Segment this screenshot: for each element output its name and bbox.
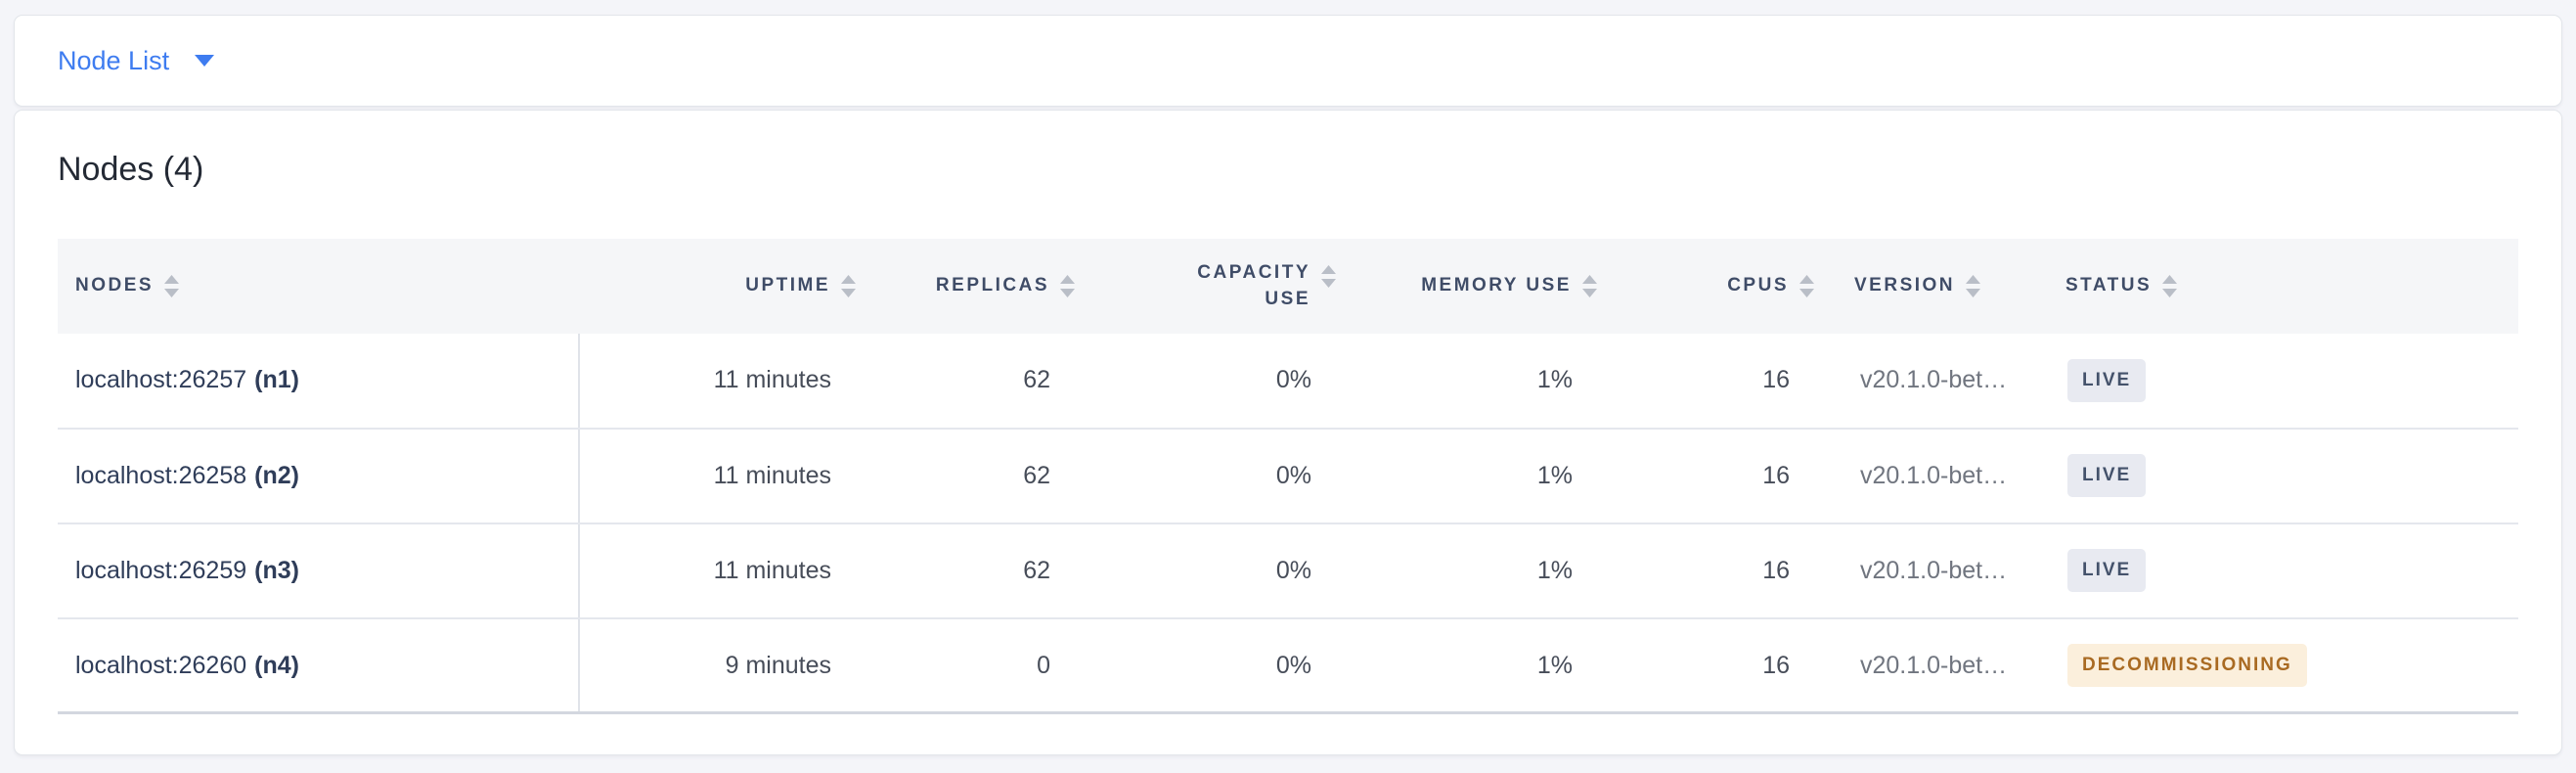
status-badge: DECOMMISSIONING: [2067, 644, 2307, 688]
column-header-version[interactable]: VERSION: [1834, 238, 2056, 334]
node-id: (n2): [254, 461, 299, 489]
status-cell: LIVE: [2056, 428, 2518, 524]
uptime-cell: 9 minutes: [579, 617, 875, 715]
status-cell: DECOMMISSIONING: [2056, 617, 2518, 715]
cpus-cell: 16: [1617, 523, 1834, 619]
replicas-cell: 0: [875, 617, 1094, 715]
table-row: localhost:26257 (n1) 11 minutes 62 0% 1% 16 v20…: [58, 333, 2518, 430]
view-selector-dropdown[interactable]: Node List: [58, 45, 215, 76]
cpus-cell: 16: [1617, 428, 1834, 524]
node-id: (n3): [254, 556, 299, 584]
column-header-memory_use[interactable]: MEMORY USE: [1355, 238, 1617, 334]
uptime-cell: 11 minutes: [579, 523, 875, 619]
column-label-status: STATUS: [2065, 275, 2153, 296]
replicas-cell: 62: [875, 428, 1094, 524]
capacity_use-cell: 0%: [1094, 428, 1355, 524]
column-label-version: VERSION: [1854, 275, 1956, 296]
node-address: localhost:26258: [75, 461, 247, 489]
uptime-cell: 11 minutes: [579, 428, 875, 524]
column-header-uptime[interactable]: UPTIME: [579, 238, 875, 334]
node-id: (n1): [254, 366, 299, 394]
sort-icon: [2162, 274, 2178, 297]
sort-icon: [841, 274, 856, 297]
node-address: localhost:26260: [75, 651, 247, 679]
column-header-replicas[interactable]: REPLICAS: [875, 238, 1094, 334]
sort-icon: [1321, 264, 1336, 288]
column-label-memory_use: MEMORY USE: [1421, 275, 1572, 296]
view-selector-card: Node List: [14, 15, 2562, 107]
status-badge: LIVE: [2067, 549, 2147, 593]
nodes-count-heading: Nodes (4): [58, 151, 204, 188]
nodes-panel: Nodes (4) NODES UPTIME REPLICAS CAPACITY US…: [14, 110, 2562, 755]
column-label-nodes: NODES: [75, 275, 155, 296]
view-selector-label: Node List: [58, 45, 170, 75]
column-header-nodes[interactable]: NODES: [58, 238, 579, 334]
cpus-cell: 16: [1617, 617, 1834, 715]
replicas-cell: 62: [875, 523, 1094, 619]
column-header-capacity_use[interactable]: CAPACITY USE: [1094, 238, 1355, 334]
node-cell: localhost:26257 (n1): [58, 333, 580, 430]
caret-down-icon: [195, 55, 215, 67]
column-label-cpus: CPUS: [1727, 275, 1789, 296]
column-header-status[interactable]: STATUS: [2056, 238, 2518, 334]
column-header-cpus[interactable]: CPUS: [1617, 238, 1834, 334]
sort-icon: [1582, 274, 1597, 297]
node-id: (n4): [254, 651, 299, 679]
table-row: localhost:26258 (n2) 11 minutes 62 0% 1% 16 v20…: [58, 428, 2518, 524]
sort-icon: [1966, 274, 1981, 297]
status-badge: LIVE: [2067, 454, 2147, 498]
page: Node List Nodes (4) NODES UPTIME REPLICAS C…: [14, 15, 2562, 755]
capacity_use-cell: 0%: [1094, 523, 1355, 619]
status-cell: LIVE: [2056, 333, 2518, 430]
uptime-cell: 11 minutes: [579, 333, 875, 430]
column-label-capacity_use: CAPACITY USE: [1197, 261, 1310, 310]
node-cell: localhost:26258 (n2): [58, 428, 580, 524]
replicas-cell: 62: [875, 333, 1094, 430]
column-label-replicas: REPLICAS: [935, 275, 1049, 296]
column-label-uptime: UPTIME: [745, 275, 830, 296]
memory_use-cell: 1%: [1355, 428, 1617, 524]
memory_use-cell: 1%: [1355, 617, 1617, 715]
memory_use-cell: 1%: [1355, 523, 1617, 619]
node-address: localhost:26257: [75, 366, 247, 394]
version-cell: v20.1.0-bet…: [1834, 428, 2056, 524]
cpus-cell: 16: [1617, 333, 1834, 430]
version-cell: v20.1.0-bet…: [1834, 523, 2056, 619]
table-row: localhost:26260 (n4) 9 minutes 0 0% 1% 16 v20.1…: [58, 617, 2518, 715]
table-body: localhost:26257 (n1) 11 minutes 62 0% 1% 16 v20…: [58, 333, 2518, 715]
node-address: localhost:26259: [75, 556, 247, 584]
table-header-row: NODES UPTIME REPLICAS CAPACITY USE MEMORY US…: [58, 238, 2518, 334]
table-row: localhost:26259 (n3) 11 minutes 62 0% 1% 16 v20…: [58, 523, 2518, 619]
status-badge: LIVE: [2067, 358, 2147, 402]
node-list-table: NODES UPTIME REPLICAS CAPACITY USE MEMORY US…: [58, 238, 2518, 715]
sort-icon: [164, 274, 180, 297]
sort-icon: [1799, 274, 1814, 297]
version-cell: v20.1.0-bet…: [1834, 617, 2056, 715]
memory_use-cell: 1%: [1355, 333, 1617, 430]
sort-icon: [1060, 274, 1075, 297]
capacity_use-cell: 0%: [1094, 333, 1355, 430]
node-cell: localhost:26260 (n4): [58, 617, 580, 715]
capacity_use-cell: 0%: [1094, 617, 1355, 715]
node-cell: localhost:26259 (n3): [58, 523, 580, 619]
table-header: NODES UPTIME REPLICAS CAPACITY USE MEMORY US…: [58, 238, 2518, 334]
status-cell: LIVE: [2056, 523, 2518, 619]
version-cell: v20.1.0-bet…: [1834, 333, 2056, 430]
